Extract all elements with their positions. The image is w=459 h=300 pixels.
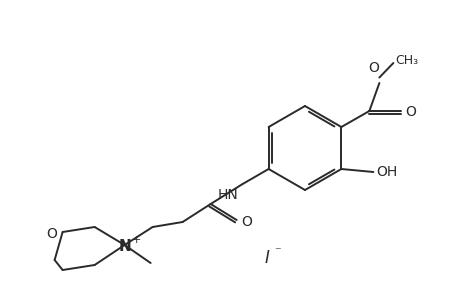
- Text: O: O: [404, 105, 415, 119]
- Text: CH₃: CH₃: [395, 53, 418, 67]
- Text: O: O: [367, 61, 378, 75]
- Text: N: N: [118, 239, 131, 254]
- Text: OH: OH: [375, 165, 397, 179]
- Text: O: O: [45, 227, 56, 241]
- Text: +: +: [131, 235, 141, 245]
- Text: HN: HN: [218, 188, 238, 202]
- Text: ⁻: ⁻: [274, 245, 280, 259]
- Text: O: O: [241, 215, 252, 229]
- Text: I: I: [263, 249, 269, 267]
